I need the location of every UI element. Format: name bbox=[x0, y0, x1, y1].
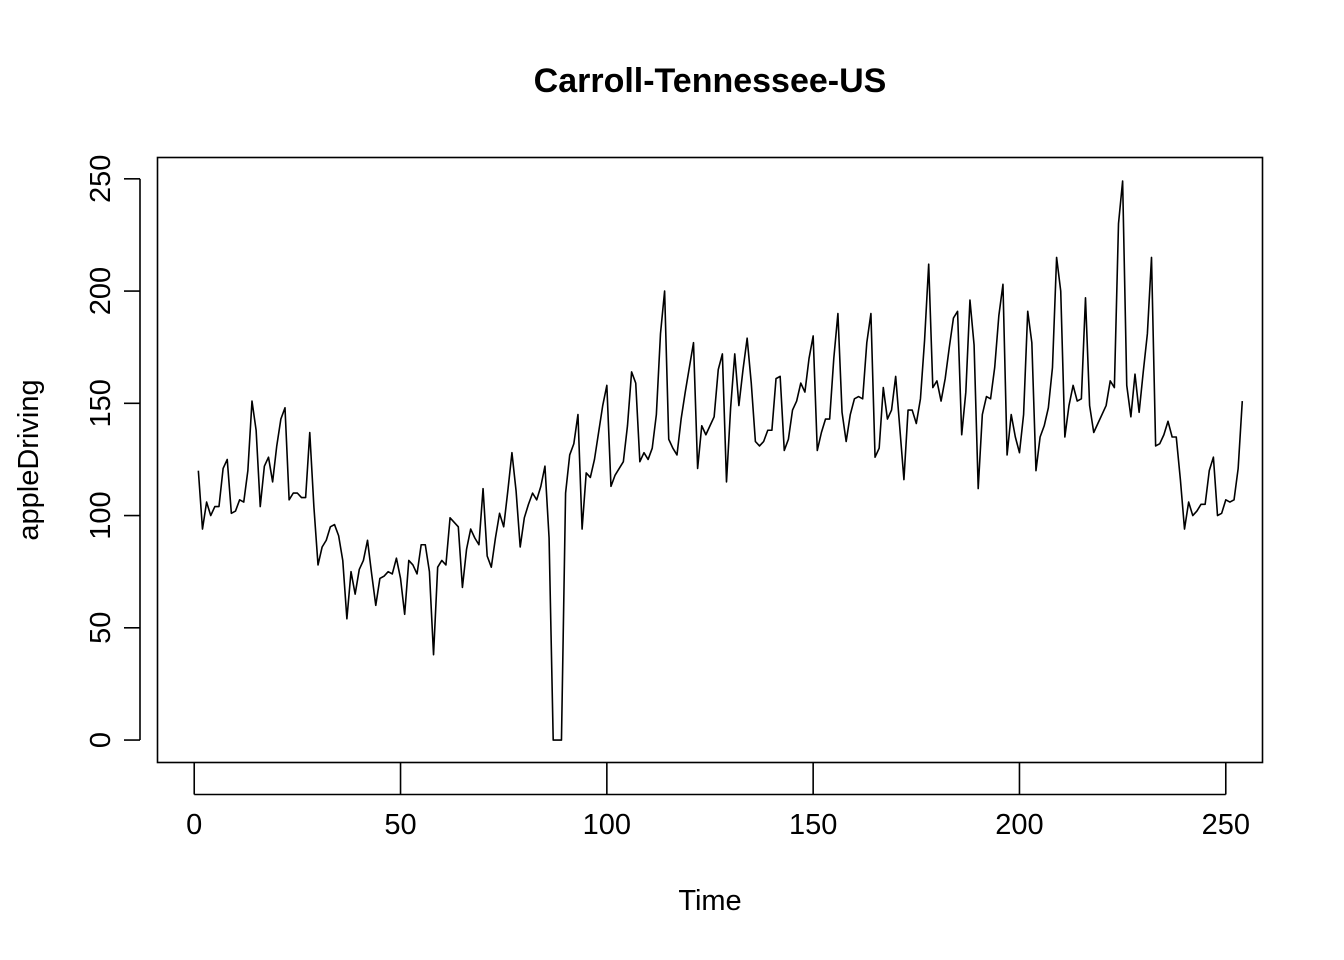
series-line-1 bbox=[197, 180, 1244, 741]
x-tick-label: 0 bbox=[186, 809, 202, 841]
y-tick-label: 0 bbox=[85, 732, 117, 748]
plot-frame bbox=[156, 156, 1264, 764]
x-tick-label: 50 bbox=[384, 809, 416, 841]
series-layer bbox=[197, 180, 1244, 741]
y-axis: 0 50 100 150 200 250 bbox=[85, 155, 141, 748]
y-tick-label: 200 bbox=[85, 267, 117, 315]
x-tick-label: 250 bbox=[1202, 809, 1250, 841]
x-tick-label: 100 bbox=[583, 809, 631, 841]
y-tick-label: 50 bbox=[85, 612, 117, 644]
x-axis: 0 50 100 150 200 250 bbox=[186, 762, 1250, 841]
x-axis-label: Time bbox=[678, 885, 741, 917]
x-tick-label: 200 bbox=[995, 809, 1043, 841]
chart-title: Carroll-Tennessee-US bbox=[534, 62, 887, 100]
y-tick-label: 250 bbox=[85, 155, 117, 203]
x-tick-label: 150 bbox=[789, 809, 837, 841]
y-axis-label: appleDriving bbox=[13, 379, 45, 540]
y-tick-label: 100 bbox=[85, 491, 117, 539]
y-tick-label: 150 bbox=[85, 379, 117, 427]
